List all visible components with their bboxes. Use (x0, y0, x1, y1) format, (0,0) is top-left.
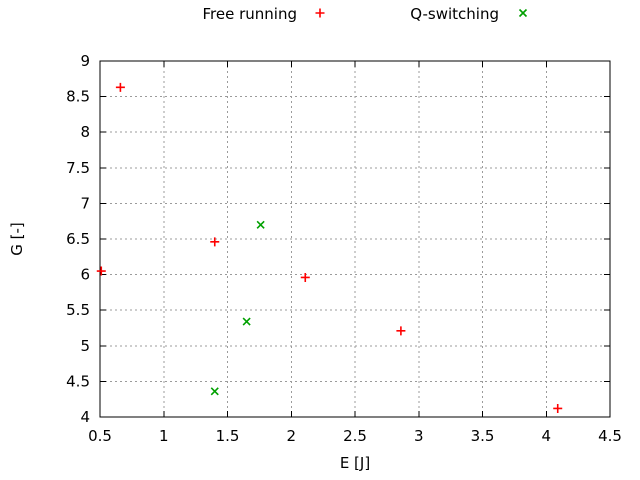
data-point-free-running (553, 403, 563, 413)
data-point-q-switching (256, 220, 265, 229)
data-point-free-running (96, 266, 106, 276)
x-tick-label: 3.5 (471, 427, 495, 445)
x-tick-label: 1.5 (216, 427, 240, 445)
y-tick-label: 9 (80, 52, 90, 70)
y-tick-label: 5 (80, 337, 90, 355)
x-tick-label: 0.5 (88, 427, 112, 445)
axes (99, 60, 611, 418)
x-tick-label: 2.5 (343, 427, 367, 445)
x-tick-label: 4.5 (598, 427, 622, 445)
x-tick-label: 4 (541, 427, 551, 445)
x-tick-label: 1 (159, 427, 169, 445)
y-tick-label: 7 (80, 194, 90, 212)
x-axis-label: E [J] (340, 454, 370, 472)
legend: Free running Q-switching (203, 5, 528, 23)
y-tick-label: 7.5 (66, 159, 90, 177)
y-tick-label: 8.5 (66, 88, 90, 106)
grid-lines (100, 61, 610, 417)
y-axis-label: G [-] (8, 222, 26, 256)
tick-labels: 0.5 1 1.5 2 2.5 3 3.5 4 4.5 4 4.5 5 5.5 6 6.5 7 7.5 8 8.5 9 (66, 52, 622, 445)
legend-plus-icon (315, 8, 325, 18)
x-tick-label: 3 (414, 427, 424, 445)
data-point-free-running (115, 82, 125, 92)
y-tick-label: 5.5 (66, 301, 90, 319)
data-point-q-switching (242, 317, 251, 326)
y-tick-label: 4.5 (66, 372, 90, 390)
legend-plus-marker (315, 8, 325, 18)
y-tick-label: 8 (80, 123, 90, 141)
x-tick-label: 2 (286, 427, 296, 445)
y-tick-label: 4 (80, 408, 90, 426)
y-tick-label: 6 (80, 266, 90, 284)
data-points (96, 82, 563, 413)
legend-cross-marker (518, 8, 528, 18)
data-point-free-running (396, 326, 406, 336)
legend-label-free-running: Free running (203, 5, 297, 23)
y-tick-label: 6.5 (66, 230, 90, 248)
data-point-q-switching (210, 387, 219, 396)
data-point-free-running (300, 272, 310, 282)
legend-label-q-switching: Q-switching (410, 5, 499, 23)
data-point-free-running (210, 237, 220, 247)
legend-cross-icon (518, 8, 528, 18)
